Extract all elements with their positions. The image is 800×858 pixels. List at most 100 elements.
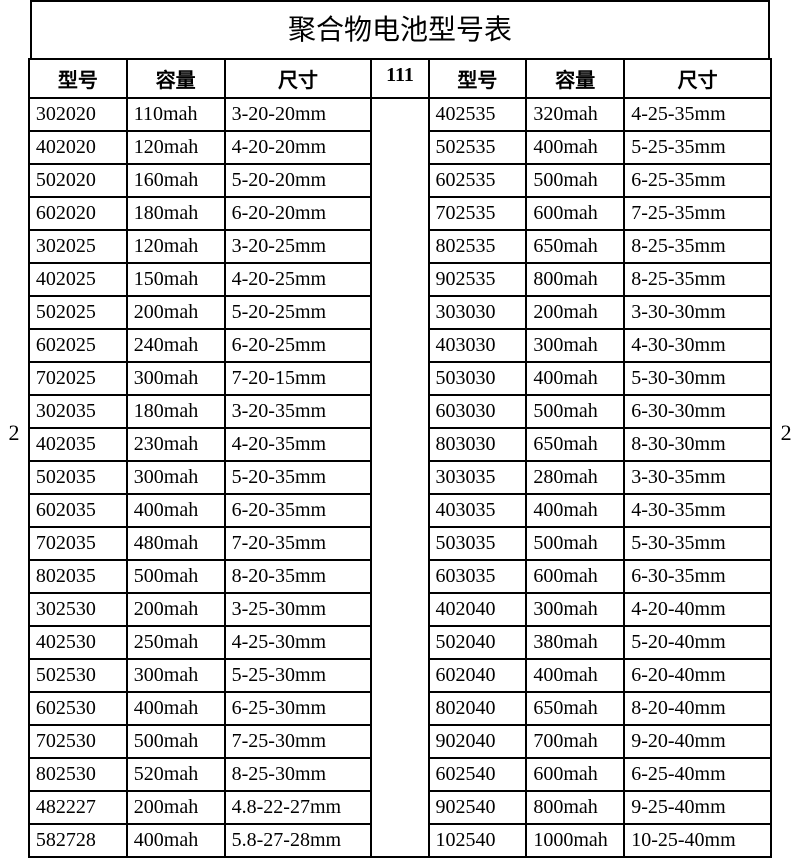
cell-model-left: 582728 [29,824,127,857]
cell-capacity-left: 300mah [127,362,225,395]
cell-size-left: 3-20-20mm [225,98,372,131]
cell-model-right: 902535 [429,263,527,296]
cell-capacity-right: 500mah [526,527,624,560]
cell-model-right: 503035 [429,527,527,560]
cell-size-right: 5-30-30mm [624,362,771,395]
cell-capacity-right: 280mah [526,461,624,494]
cell-capacity-left: 400mah [127,824,225,857]
cell-capacity-left: 500mah [127,560,225,593]
cell-model-right: 603030 [429,395,527,428]
cell-capacity-right: 700mah [526,725,624,758]
cell-capacity-left: 110mah [127,98,225,131]
cell-size-right: 5-25-35mm [624,131,771,164]
cell-model-left: 502020 [29,164,127,197]
cell-capacity-right: 200mah [526,296,624,329]
cell-capacity-right: 320mah [526,98,624,131]
cell-size-right: 6-25-40mm [624,758,771,791]
cell-size-right: 7-25-35mm [624,197,771,230]
cell-capacity-left: 400mah [127,692,225,725]
side-label-left: 2 [0,58,28,808]
cell-capacity-left: 120mah [127,131,225,164]
cell-size-right: 9-20-40mm [624,725,771,758]
cell-model-right: 303035 [429,461,527,494]
table-body: 302020110mah3-20-20mm402535320mah4-25-35… [29,98,771,857]
cell-size-right: 8-25-35mm [624,263,771,296]
cell-capacity-left: 180mah [127,395,225,428]
cell-model-left: 302020 [29,98,127,131]
header-capacity-left: 容量 [127,59,225,98]
cell-size-left: 3-20-35mm [225,395,372,428]
cell-model-right: 702535 [429,197,527,230]
cell-size-left: 3-20-25mm [225,230,372,263]
header-size-right: 尺寸 [624,59,771,98]
cell-model-left: 502530 [29,659,127,692]
cell-model-left: 802035 [29,560,127,593]
cell-model-right: 403035 [429,494,527,527]
cell-model-left: 602020 [29,197,127,230]
cell-capacity-right: 400mah [526,494,624,527]
cell-capacity-right: 380mah [526,626,624,659]
cell-size-left: 7-20-35mm [225,527,372,560]
header-mid: 111 [371,59,428,98]
header-row: 型号 容量 尺寸 111 型号 容量 尺寸 [29,59,771,98]
cell-capacity-right: 650mah [526,692,624,725]
cell-model-left: 402530 [29,626,127,659]
cell-capacity-right: 500mah [526,164,624,197]
cell-size-right: 10-25-40mm [624,824,771,857]
cell-capacity-left: 250mah [127,626,225,659]
cell-size-left: 6-20-35mm [225,494,372,527]
cell-size-right: 4-30-30mm [624,329,771,362]
cell-capacity-left: 240mah [127,329,225,362]
mid-spacer [371,98,428,857]
cell-capacity-right: 600mah [526,758,624,791]
cell-model-right: 402535 [429,98,527,131]
cell-capacity-right: 400mah [526,131,624,164]
cell-model-right: 403030 [429,329,527,362]
cell-size-right: 5-30-35mm [624,527,771,560]
cell-capacity-left: 230mah [127,428,225,461]
cell-size-left: 5-20-20mm [225,164,372,197]
cell-size-right: 6-30-35mm [624,560,771,593]
cell-capacity-right: 300mah [526,593,624,626]
cell-capacity-left: 200mah [127,593,225,626]
cell-model-left: 302025 [29,230,127,263]
cell-capacity-right: 500mah [526,395,624,428]
cell-size-left: 8-20-35mm [225,560,372,593]
cell-model-right: 802040 [429,692,527,725]
cell-model-left: 402025 [29,263,127,296]
cell-capacity-right: 1000mah [526,824,624,857]
cell-size-right: 4-30-35mm [624,494,771,527]
header-model-left: 型号 [29,59,127,98]
header-model-right: 型号 [429,59,527,98]
cell-capacity-left: 300mah [127,461,225,494]
cell-size-left: 8-25-30mm [225,758,372,791]
cell-model-right: 602535 [429,164,527,197]
cell-size-left: 4-20-20mm [225,131,372,164]
cell-model-right: 502535 [429,131,527,164]
cell-capacity-right: 800mah [526,791,624,824]
cell-capacity-left: 400mah [127,494,225,527]
cell-size-right: 8-30-30mm [624,428,771,461]
table-row: 302020110mah3-20-20mm402535320mah4-25-35… [29,98,771,131]
cell-size-left: 7-25-30mm [225,725,372,758]
page-title: 聚合物电池型号表 [30,0,770,58]
page-container: 聚合物电池型号表 2 型号 容量 尺寸 111 型号 容量 尺寸 302020 [0,0,800,800]
cell-model-left: 602530 [29,692,127,725]
cell-model-right: 902040 [429,725,527,758]
cell-size-left: 4-20-25mm [225,263,372,296]
cell-model-right: 102540 [429,824,527,857]
cell-size-left: 5-20-25mm [225,296,372,329]
cell-capacity-right: 800mah [526,263,624,296]
cell-capacity-left: 200mah [127,296,225,329]
cell-model-left: 482227 [29,791,127,824]
cell-size-left: 6-25-30mm [225,692,372,725]
cell-model-left: 602035 [29,494,127,527]
cell-capacity-left: 480mah [127,527,225,560]
cell-capacity-left: 160mah [127,164,225,197]
cell-capacity-right: 600mah [526,197,624,230]
cell-capacity-right: 400mah [526,362,624,395]
cell-size-left: 5-20-35mm [225,461,372,494]
cell-size-left: 7-20-15mm [225,362,372,395]
cell-size-left: 5.8-27-28mm [225,824,372,857]
header-capacity-right: 容量 [526,59,624,98]
